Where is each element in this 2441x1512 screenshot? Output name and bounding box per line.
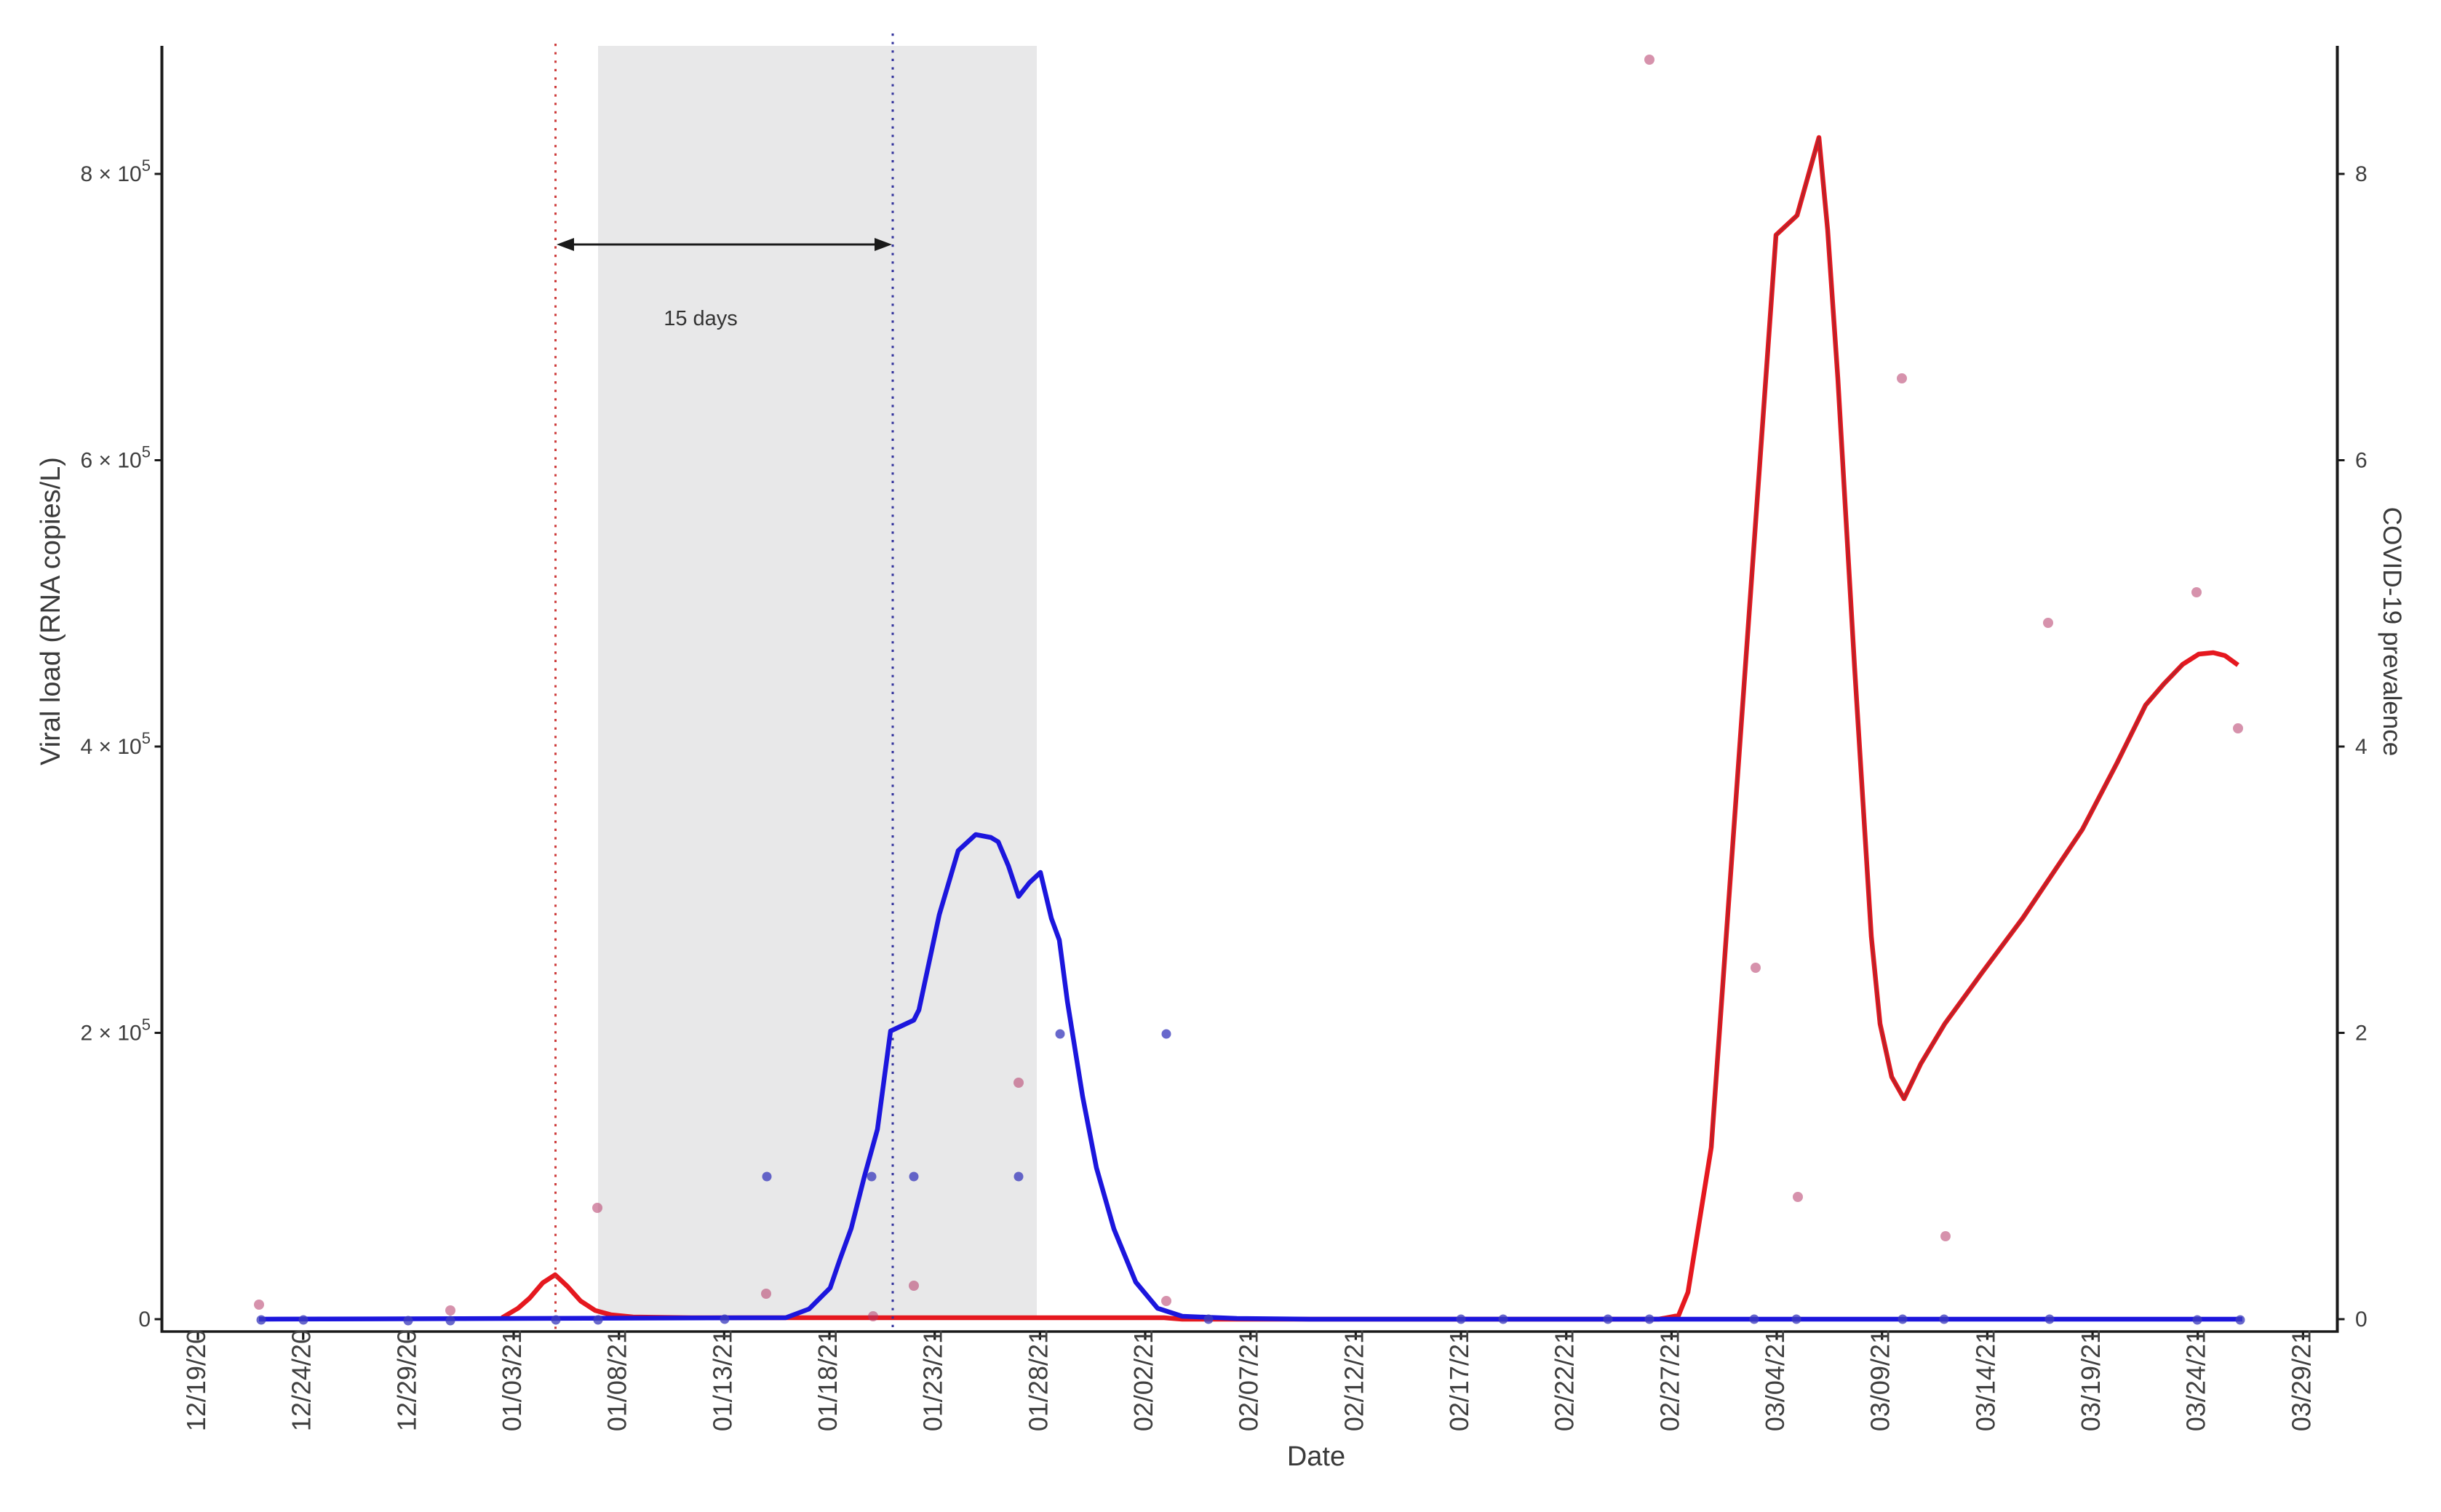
svg-text:Viral load (RNA copies/L): Viral load (RNA copies/L) bbox=[36, 457, 66, 765]
svg-text:03/19/21: 03/19/21 bbox=[2076, 1329, 2106, 1431]
svg-text:01/03/21: 01/03/21 bbox=[497, 1329, 527, 1431]
svg-text:03/09/21: 03/09/21 bbox=[1865, 1329, 1895, 1431]
svg-text:12/24/20: 12/24/20 bbox=[287, 1329, 316, 1431]
svg-text:4: 4 bbox=[2355, 735, 2368, 759]
svg-text:12/19/20: 12/19/20 bbox=[181, 1329, 211, 1431]
svg-text:01/18/21: 01/18/21 bbox=[813, 1329, 843, 1431]
svg-text:03/14/21: 03/14/21 bbox=[1970, 1329, 2000, 1431]
svg-text:01/23/21: 01/23/21 bbox=[918, 1329, 948, 1431]
svg-text:02/27/21: 02/27/21 bbox=[1654, 1329, 1684, 1431]
svg-text:15 days: 15 days bbox=[664, 307, 738, 330]
svg-text:01/28/21: 01/28/21 bbox=[1023, 1329, 1053, 1431]
svg-text:02/22/21: 02/22/21 bbox=[1550, 1329, 1580, 1431]
svg-text:2: 2 bbox=[2355, 1022, 2368, 1046]
svg-text:0: 0 bbox=[138, 1308, 151, 1332]
svg-text:03/29/21: 03/29/21 bbox=[2286, 1329, 2316, 1431]
svg-text:02/17/21: 02/17/21 bbox=[1444, 1329, 1474, 1431]
svg-text:01/08/21: 01/08/21 bbox=[602, 1329, 632, 1431]
svg-text:03/24/21: 03/24/21 bbox=[2181, 1329, 2211, 1431]
svg-text:8: 8 bbox=[2355, 162, 2368, 186]
svg-text:03/04/21: 03/04/21 bbox=[1760, 1329, 1790, 1431]
svg-text:02/12/21: 02/12/21 bbox=[1339, 1329, 1369, 1431]
svg-text:12/29/20: 12/29/20 bbox=[391, 1329, 421, 1431]
svg-text:Date: Date bbox=[1287, 1441, 1345, 1472]
svg-text:02/02/21: 02/02/21 bbox=[1128, 1329, 1158, 1431]
svg-text:COVID-19 prevalence: COVID-19 prevalence bbox=[2378, 507, 2406, 756]
svg-text:6: 6 bbox=[2355, 449, 2368, 473]
svg-text:01/13/21: 01/13/21 bbox=[707, 1329, 737, 1431]
svg-text:02/07/21: 02/07/21 bbox=[1234, 1329, 1264, 1431]
svg-text:0: 0 bbox=[2355, 1308, 2368, 1332]
